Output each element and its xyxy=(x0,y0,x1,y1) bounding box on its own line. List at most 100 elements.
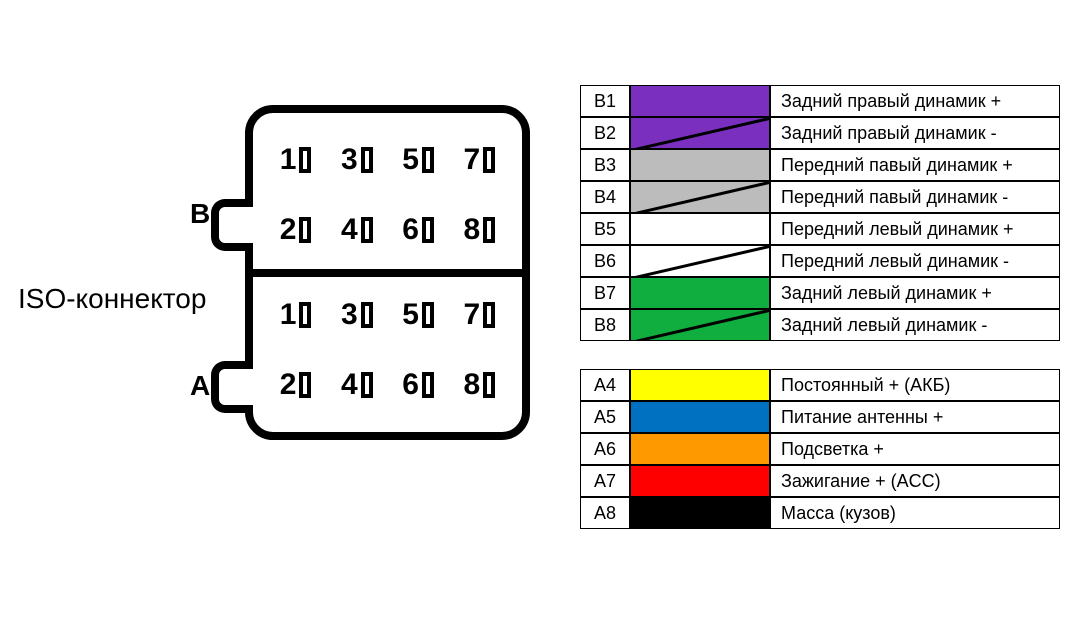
pin-8: 8 xyxy=(464,213,496,247)
legend-row: B4 Передний павый динамик - xyxy=(580,181,1060,213)
legend-color-swatch xyxy=(630,401,770,433)
legend-row: A8 Масса (кузов) xyxy=(580,497,1060,529)
connector-title: ISO-коннектор xyxy=(18,283,206,315)
connector-tab-b xyxy=(211,199,253,251)
pin-1: 1 xyxy=(280,143,312,177)
legend-color-swatch xyxy=(630,213,770,245)
pin-2: 2 xyxy=(280,213,312,247)
pin-5: 5 xyxy=(402,298,434,332)
pin-4: 4 xyxy=(341,213,373,247)
section-label-b: B xyxy=(190,198,210,230)
legend-color-swatch xyxy=(630,369,770,401)
legend-pin-label: B3 xyxy=(580,149,630,181)
stripe-icon xyxy=(630,309,770,341)
pin-block-a: 1 3 5 7 2 4 6 8 xyxy=(265,280,510,420)
pin-hole-icon xyxy=(299,372,311,398)
pin-number: 3 xyxy=(341,143,358,177)
legend-description: Подсветка + xyxy=(770,433,1060,465)
pin-hole-icon xyxy=(299,217,311,243)
pin-number: 1 xyxy=(280,298,297,332)
legend-color-swatch xyxy=(630,245,770,277)
legend-description: Задний левый динамик + xyxy=(770,277,1060,309)
legend-description: Постоянный + (АКБ) xyxy=(770,369,1060,401)
connector-divider xyxy=(245,269,530,277)
legend-pin-label: B7 xyxy=(580,277,630,309)
stripe-icon xyxy=(630,181,770,213)
legend-row: A5 Питание антенны + xyxy=(580,401,1060,433)
pin-hole-icon xyxy=(299,302,311,328)
legend-color-swatch xyxy=(630,433,770,465)
legend-panel: B1 Задний правый динамик + B2 Задний правый… xyxy=(580,85,1060,529)
pin-hole-icon xyxy=(361,302,373,328)
pin-hole-icon xyxy=(299,147,311,173)
pin-2: 2 xyxy=(280,368,312,402)
pin-hole-icon xyxy=(422,372,434,398)
pin-hole-icon xyxy=(483,302,495,328)
pin-number: 6 xyxy=(402,368,419,402)
legend-row: B3 Передний павый динамик + xyxy=(580,149,1060,181)
stripe-icon xyxy=(630,117,770,149)
legend-color-swatch xyxy=(630,85,770,117)
legend-color-swatch xyxy=(630,465,770,497)
legend-pin-label: A7 xyxy=(580,465,630,497)
connector-tab-a xyxy=(211,361,253,413)
pin-hole-icon xyxy=(361,217,373,243)
pin-number: 7 xyxy=(464,143,481,177)
legend-pin-label: B8 xyxy=(580,309,630,341)
pin-5: 5 xyxy=(402,143,434,177)
legend-description: Передний павый динамик - xyxy=(770,181,1060,213)
legend-description: Передний павый динамик + xyxy=(770,149,1060,181)
legend-row: B2 Задний правый динамик - xyxy=(580,117,1060,149)
pin-number: 1 xyxy=(280,143,297,177)
pin-1: 1 xyxy=(280,298,312,332)
pin-number: 5 xyxy=(402,298,419,332)
pin-7: 7 xyxy=(464,298,496,332)
pin-hole-icon xyxy=(361,372,373,398)
legend-group-b: B1 Задний правый динамик + B2 Задний правый… xyxy=(580,85,1060,341)
legend-pin-label: B4 xyxy=(580,181,630,213)
legend-color-swatch xyxy=(630,277,770,309)
legend-pin-label: A5 xyxy=(580,401,630,433)
legend-description: Задний левый динамик - xyxy=(770,309,1060,341)
legend-description: Задний правый динамик - xyxy=(770,117,1060,149)
pin-6: 6 xyxy=(402,213,434,247)
legend-pin-label: A8 xyxy=(580,497,630,529)
legend-pin-label: A6 xyxy=(580,433,630,465)
legend-pin-label: B2 xyxy=(580,117,630,149)
legend-row: B6 Передний левый динамик - xyxy=(580,245,1060,277)
legend-color-swatch xyxy=(630,117,770,149)
legend-description: Масса (кузов) xyxy=(770,497,1060,529)
page-root: ISO-коннектор B A 13572468 13572468 B1За… xyxy=(0,0,1080,621)
legend-row: B5 Передний левый динамик + xyxy=(580,213,1060,245)
pin-8: 8 xyxy=(464,368,496,402)
legend-color-swatch xyxy=(630,309,770,341)
legend-description: Передний левый динамик - xyxy=(770,245,1060,277)
pin-hole-icon xyxy=(361,147,373,173)
legend-pin-label: B1 xyxy=(580,85,630,117)
pin-number: 4 xyxy=(341,368,358,402)
legend-row: B8 Задний левый динамик - xyxy=(580,309,1060,341)
pin-hole-icon xyxy=(483,147,495,173)
pin-number: 2 xyxy=(280,213,297,247)
pin-3: 3 xyxy=(341,298,373,332)
pin-hole-icon xyxy=(422,302,434,328)
legend-description: Задний правый динамик + xyxy=(770,85,1060,117)
legend-description: Питание антенны + xyxy=(770,401,1060,433)
pin-hole-icon xyxy=(483,217,495,243)
legend-pin-label: A4 xyxy=(580,369,630,401)
iso-connector-outline: 13572468 13572468 xyxy=(245,105,530,440)
pin-3: 3 xyxy=(341,143,373,177)
legend-row: B1 Задний правый динамик + xyxy=(580,85,1060,117)
pin-number: 6 xyxy=(402,213,419,247)
pin-number: 8 xyxy=(464,213,481,247)
pin-block-b: 1 3 5 7 2 46 8 xyxy=(265,125,510,265)
legend-row: B7 Задний левый динамик + xyxy=(580,277,1060,309)
legend-row: A7Зажигание + (ACC) xyxy=(580,465,1060,497)
pin-6: 6 xyxy=(402,368,434,402)
legend-description: Передний левый динамик + xyxy=(770,213,1060,245)
legend-pin-label: B6 xyxy=(580,245,630,277)
pin-number: 5 xyxy=(402,143,419,177)
pin-number: 3 xyxy=(341,298,358,332)
pin-number: 2 xyxy=(280,368,297,402)
legend-pin-label: B5 xyxy=(580,213,630,245)
